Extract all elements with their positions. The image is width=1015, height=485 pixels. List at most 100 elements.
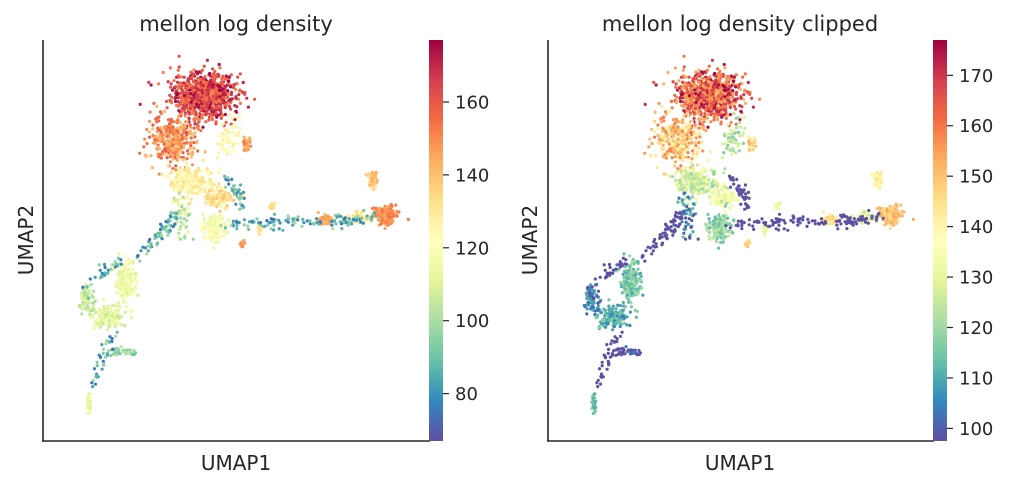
scatter-point — [102, 262, 107, 267]
scatter-point — [300, 224, 304, 228]
scatter-point — [180, 137, 184, 141]
scatter-point — [81, 285, 85, 289]
scatter-point — [166, 80, 170, 84]
scatter-point — [687, 181, 691, 185]
scatter-point — [714, 182, 719, 186]
scatter-point — [184, 225, 188, 229]
scatter-point — [226, 92, 230, 96]
scatter-point — [157, 172, 161, 176]
scatter-point — [690, 120, 694, 124]
scatter-point — [242, 135, 246, 139]
scatter-point — [104, 342, 108, 346]
scatter-point — [359, 216, 364, 221]
scatter-point — [689, 97, 693, 102]
scatter-point — [692, 189, 696, 193]
scatter-point — [174, 175, 178, 179]
scatter-point — [212, 222, 216, 226]
scatter-point — [656, 123, 660, 127]
scatter-point — [693, 123, 697, 127]
scatter-point — [216, 142, 220, 146]
scatter-point — [114, 353, 118, 357]
scatter-point — [169, 82, 173, 86]
scatter-point — [716, 75, 721, 79]
scatter-point — [203, 237, 207, 241]
scatter-point — [340, 227, 344, 231]
scatter-point — [234, 87, 238, 92]
scatter-point — [732, 219, 736, 223]
scatter-point — [198, 187, 202, 191]
scatter-point — [217, 73, 221, 77]
scatter-point — [202, 80, 206, 84]
scatter-point — [659, 134, 663, 138]
scatter-point — [237, 188, 241, 192]
scatter-point — [688, 102, 692, 106]
scatter-point — [698, 131, 702, 135]
scatter-point — [223, 112, 227, 117]
scatter-point — [728, 84, 733, 88]
scatter-point — [731, 140, 736, 144]
scatter-point — [189, 155, 193, 159]
scatter-point — [166, 164, 170, 168]
scatter-point — [179, 100, 183, 104]
scatter-point — [188, 123, 192, 127]
scatter-point — [681, 135, 685, 139]
scatter-point — [737, 130, 741, 134]
scatter-point — [680, 93, 684, 97]
scatter-point — [695, 97, 699, 101]
colorbar-tick-label: 160 — [455, 92, 489, 113]
scatter-point — [238, 207, 242, 211]
scatter-point — [660, 120, 664, 124]
scatter-point — [233, 142, 237, 146]
scatter-point — [694, 197, 698, 201]
scatter-point — [104, 318, 108, 323]
scatter-point — [684, 95, 689, 99]
scatter-point — [121, 283, 125, 287]
scatter-point — [118, 352, 122, 356]
scatter-point — [86, 296, 91, 300]
scatter-point — [238, 101, 243, 105]
scatter-point — [217, 182, 221, 186]
scatter-point — [734, 122, 738, 126]
scatter-point — [370, 177, 374, 181]
scatter-point — [733, 98, 737, 102]
scatter-point — [231, 219, 235, 223]
scatter-point — [184, 190, 188, 194]
scatter-point — [204, 91, 208, 95]
scatter-point — [680, 187, 684, 191]
scatter-point — [174, 171, 178, 175]
scatter-point — [689, 132, 694, 137]
scatter-point — [80, 297, 84, 301]
scatter-point — [202, 217, 206, 221]
scatter-point — [229, 138, 233, 142]
scatter-point — [93, 382, 98, 386]
scatter-point — [212, 83, 216, 87]
scatter-point — [700, 125, 705, 129]
scatter-point — [391, 209, 395, 213]
scatter-point — [187, 88, 192, 92]
scatter-point — [680, 158, 685, 162]
scatter-point — [656, 133, 660, 137]
scatter-point — [94, 311, 98, 315]
scatter-point — [147, 130, 152, 134]
scatter-point — [208, 221, 212, 225]
scatter-point — [663, 152, 667, 156]
scatter-point — [177, 54, 181, 58]
scatter-point — [187, 166, 191, 171]
scatter-point — [684, 165, 688, 169]
scatter-point — [720, 199, 724, 204]
scatter-point — [208, 105, 212, 109]
scatter-point — [179, 237, 183, 241]
scatter-point — [232, 191, 236, 195]
scatter-point — [286, 220, 290, 224]
scatter-point — [184, 210, 188, 214]
scatter-point — [119, 262, 124, 266]
scatter-point — [347, 217, 351, 221]
scatter-point — [369, 184, 373, 189]
scatter-point — [176, 80, 180, 84]
scatter-point — [187, 108, 192, 113]
scatter-point — [111, 303, 115, 307]
scatter-point — [189, 136, 193, 140]
scatter-point — [234, 125, 238, 129]
scatter-point — [119, 269, 123, 273]
scatter-point — [113, 350, 117, 354]
